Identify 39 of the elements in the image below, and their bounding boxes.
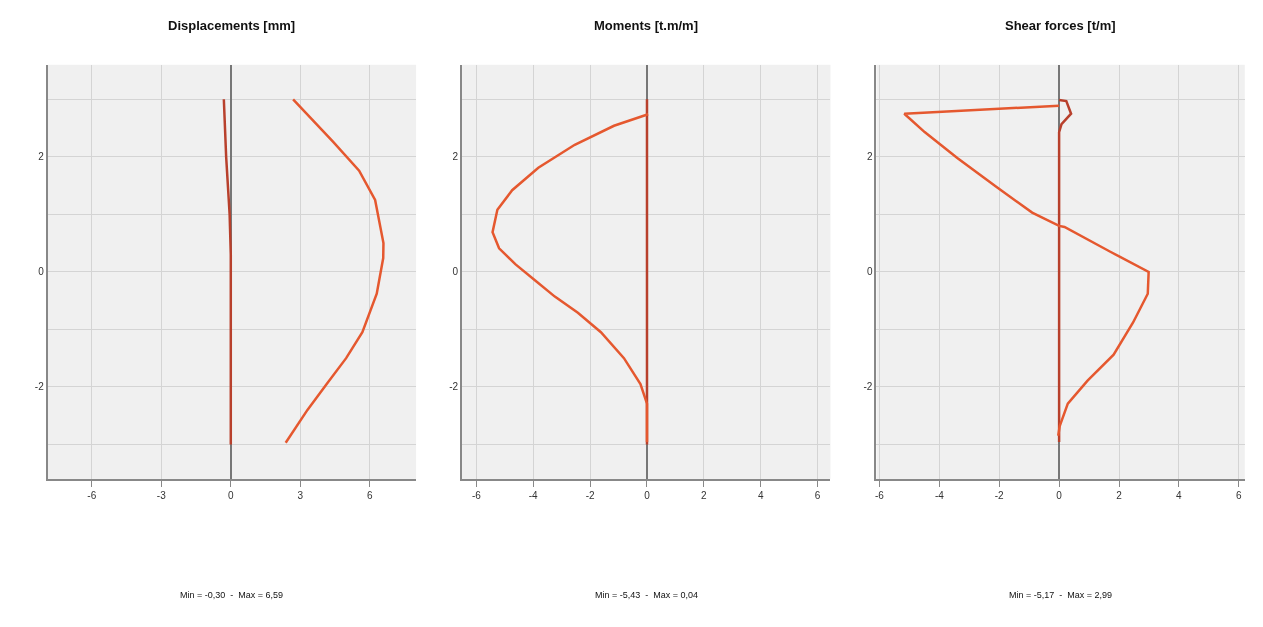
line-series [222,98,233,446]
chart-title: Moments [t.m/m] [594,18,698,33]
chart-title: Displacements [mm] [168,18,296,33]
text: Min = -5,43 - Max = 0,04 [595,590,699,600]
x-tick-label: 0 [228,489,234,501]
line-series [903,104,1150,438]
x-tick-label: 2 [701,489,708,501]
x-tick-label: 6 [1236,489,1243,501]
x-tick-label: -4 [934,489,945,501]
x-tick-label: 6 [814,489,821,501]
x-tick-label: -6 [87,489,97,501]
x-tick-label: 6 [367,489,373,501]
x-tick-label: 4 [1176,489,1183,501]
x-tick-label: 4 [757,489,764,501]
x-tick-label: -2 [585,489,595,501]
line-series [284,98,385,444]
x-tick-label: -6 [471,489,482,501]
x-tick-label: -3 [156,489,167,501]
x-tick-label: 2 [1116,489,1123,501]
x-tick-label: 3 [297,489,304,501]
y-tick-label: 2 [866,151,873,163]
x-tick-label: 0 [1056,489,1063,501]
y-tick-label: 0 [866,266,873,278]
x-tick-label: 0 [644,489,651,501]
x-tick-label: -4 [528,489,539,501]
x-tick-label: -6 [874,489,885,501]
y-tick-label: -2 [863,381,873,393]
y-tick-label: -2 [449,381,459,393]
y-tick-label: 0 [452,266,459,278]
y-tick-label: -2 [34,381,45,393]
text: Min = -0,30 - Max = 6,59 [180,590,284,600]
y-tick-label: 2 [452,151,459,163]
x-tick-label: -2 [994,489,1005,501]
text: Min = -5,17 - Max = 2,99 [1009,590,1113,600]
line-series [1057,98,1073,444]
chart-title: Shear forces [t/m] [1005,18,1116,33]
line-series [491,113,650,444]
y-tick-label: 0 [38,266,45,278]
y-tick-label: 2 [38,151,45,163]
